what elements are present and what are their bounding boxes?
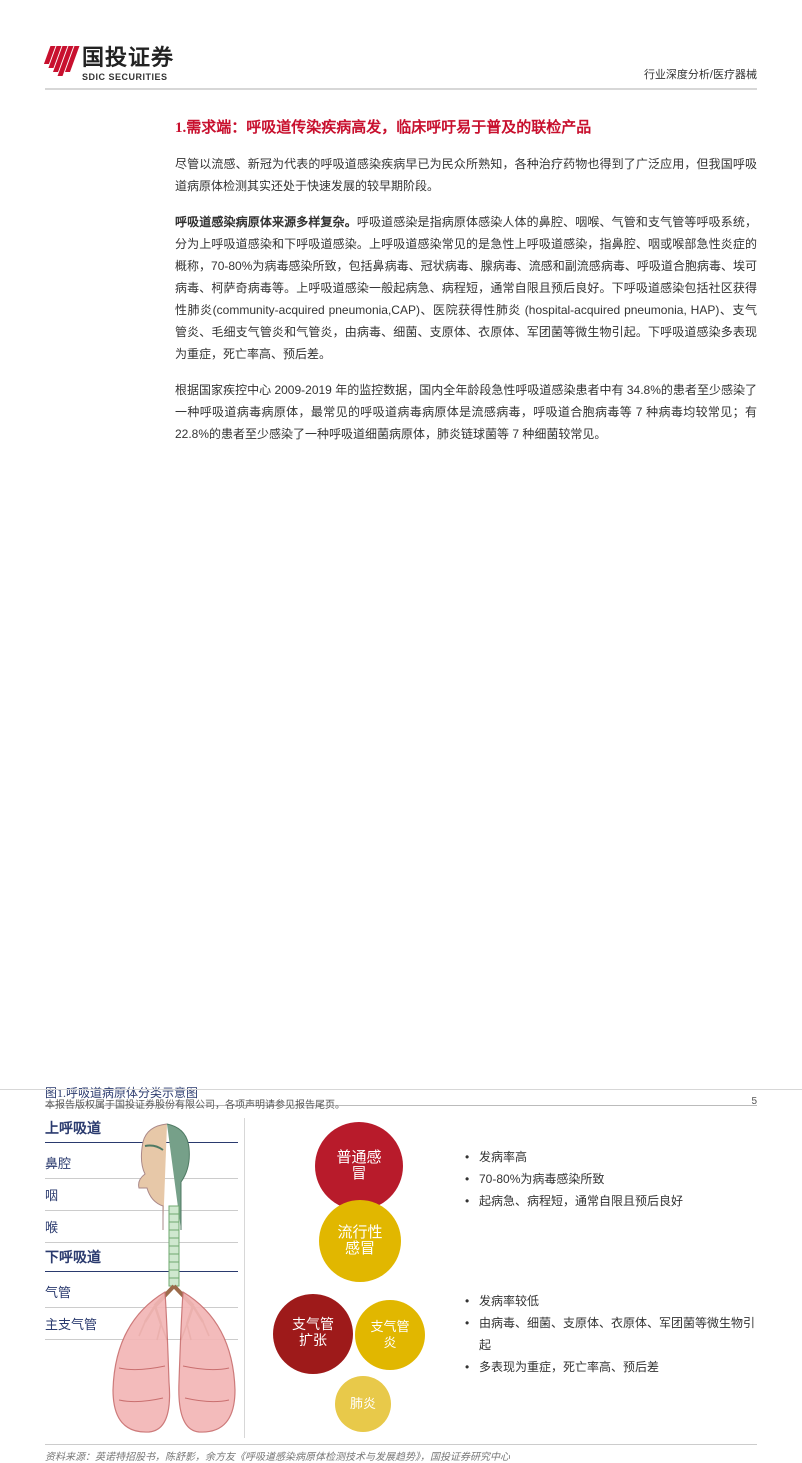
- bullet-item: 起病急、病程短，通常自限且预后良好: [465, 1190, 757, 1212]
- anatomy-label: 鼻腔: [45, 1153, 105, 1172]
- logo-title: 国投证券: [82, 40, 174, 72]
- bullets-upper: 发病率高70-80%为病毒感染所致起病急、病程短，通常自限且预后良好: [465, 1146, 757, 1212]
- bullet-item: 发病率较低: [465, 1290, 757, 1312]
- anatomy-label: 咽: [45, 1185, 105, 1204]
- paragraph-3: 根据国家疾控中心 2009-2019 年的监控数据，国内全年龄段急性呼吸道感染患…: [175, 379, 757, 445]
- paragraph-2-lead: 呼吸道感染病原体来源多样复杂。: [175, 215, 357, 229]
- disease-circle: 支气管 炎: [355, 1300, 425, 1370]
- anatomy-label: 主支气管: [45, 1314, 105, 1333]
- page-header: 国投证券 SDIC SECURITIES 行业深度分析/医疗器械: [45, 40, 757, 90]
- disease-circle: 支气管 扩张: [273, 1294, 353, 1374]
- anatomy-label: 喉: [45, 1217, 105, 1236]
- disease-circles: 普通感 冒流行性 感冒支气管 扩张支气管 炎肺炎: [245, 1118, 455, 1438]
- anatomy-label: 气管: [45, 1282, 105, 1301]
- bullets-lower: 发病率较低由病毒、细菌、支原体、衣原体、军团菌等微生物引起多表现为重症，死亡率高…: [465, 1290, 757, 1378]
- page-number: 5: [751, 1096, 757, 1111]
- anatomy-column: 上呼吸道 鼻腔咽喉 下呼吸道 气管主支气管: [45, 1118, 245, 1438]
- page-footer: 本报告版权属于国投证券股份有限公司，各项声明请参见报告尾页。 5: [0, 1089, 802, 1111]
- disease-circle: 普通感 冒: [315, 1122, 403, 1210]
- figure-bullets: 发病率高70-80%为病毒感染所致起病急、病程短，通常自限且预后良好 发病率较低…: [455, 1118, 757, 1378]
- section-title: 1.需求端：呼吸道传染疾病高发，临床呼吁易于普及的联检产品: [175, 116, 757, 137]
- brand-logo: 国投证券 SDIC SECURITIES: [45, 40, 174, 82]
- disease-circle: 流行性 感冒: [319, 1200, 401, 1282]
- disease-circle: 肺炎: [335, 1376, 391, 1432]
- paragraph-2-body: 呼吸道感染是指病原体感染人体的鼻腔、咽喉、气管和支气管等呼吸系统，分为上呼吸道感…: [175, 215, 757, 361]
- figure-diagram: 上呼吸道 鼻腔咽喉 下呼吸道 气管主支气管: [45, 1118, 757, 1438]
- body-section: 1.需求端：呼吸道传染疾病高发，临床呼吁易于普及的联检产品 尽管以流感、新冠为代…: [45, 116, 757, 445]
- header-category: 行业深度分析/医疗器械: [644, 66, 757, 82]
- bullet-item: 70-80%为病毒感染所致: [465, 1168, 757, 1190]
- paragraph-2: 呼吸道感染病原体来源多样复杂。呼吸道感染是指病原体感染人体的鼻腔、咽喉、气管和支…: [175, 211, 757, 365]
- figure-source: 资料来源：英诺特招股书，陈舒影，余方友《呼吸道感染病原体检测技术与发展趋势》，国…: [45, 1444, 757, 1463]
- bullet-item: 发病率高: [465, 1146, 757, 1168]
- footer-disclaimer: 本报告版权属于国投证券股份有限公司，各项声明请参见报告尾页。: [45, 1096, 345, 1111]
- bullet-item: 多表现为重症，死亡率高、预后差: [465, 1356, 757, 1378]
- logo-mark-icon: [40, 46, 80, 76]
- logo-subtitle: SDIC SECURITIES: [82, 72, 168, 82]
- bullet-item: 由病毒、细菌、支原体、衣原体、军团菌等微生物引起: [465, 1312, 757, 1356]
- anatomy-illustration-icon: [107, 1122, 247, 1442]
- paragraph-1: 尽管以流感、新冠为代表的呼吸道感染疾病早已为民众所熟知，各种治疗药物也得到了广泛…: [175, 153, 757, 197]
